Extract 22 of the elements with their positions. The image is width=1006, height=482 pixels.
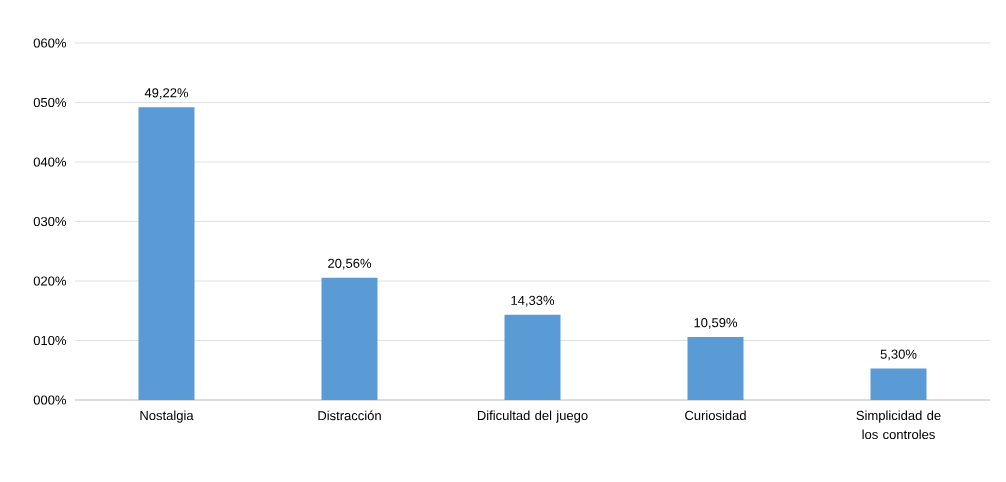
data-label: 10,59%	[694, 318, 738, 329]
y-tick-label: 020%	[33, 276, 67, 286]
x-tick-label: Dificultad del juego	[477, 410, 588, 423]
y-tick-label: 010%	[33, 335, 67, 346]
bar	[138, 107, 195, 400]
bar	[870, 368, 927, 400]
x-tick-label: Nostalgia	[140, 410, 194, 423]
data-label: 14,33%	[511, 295, 555, 307]
y-tick-label: 050%	[33, 97, 67, 108]
bar	[504, 314, 561, 400]
bar	[687, 336, 744, 400]
y-tick-label: 000%	[33, 395, 67, 405]
data-label: 5,30%	[880, 349, 917, 361]
y-tick-label: 040%	[33, 157, 67, 167]
bar	[321, 277, 378, 400]
x-tick-label: Simplicidad de los controles	[856, 410, 941, 440]
x-tick-label: Distracción	[318, 410, 381, 421]
data-label: 49,22%	[144, 88, 189, 99]
x-tick-label: Curiosidad	[685, 410, 746, 421]
y-tick-label: 060%	[33, 38, 67, 48]
data-label: 20,56%	[328, 258, 372, 270]
y-tick-label: 030%	[33, 216, 67, 227]
